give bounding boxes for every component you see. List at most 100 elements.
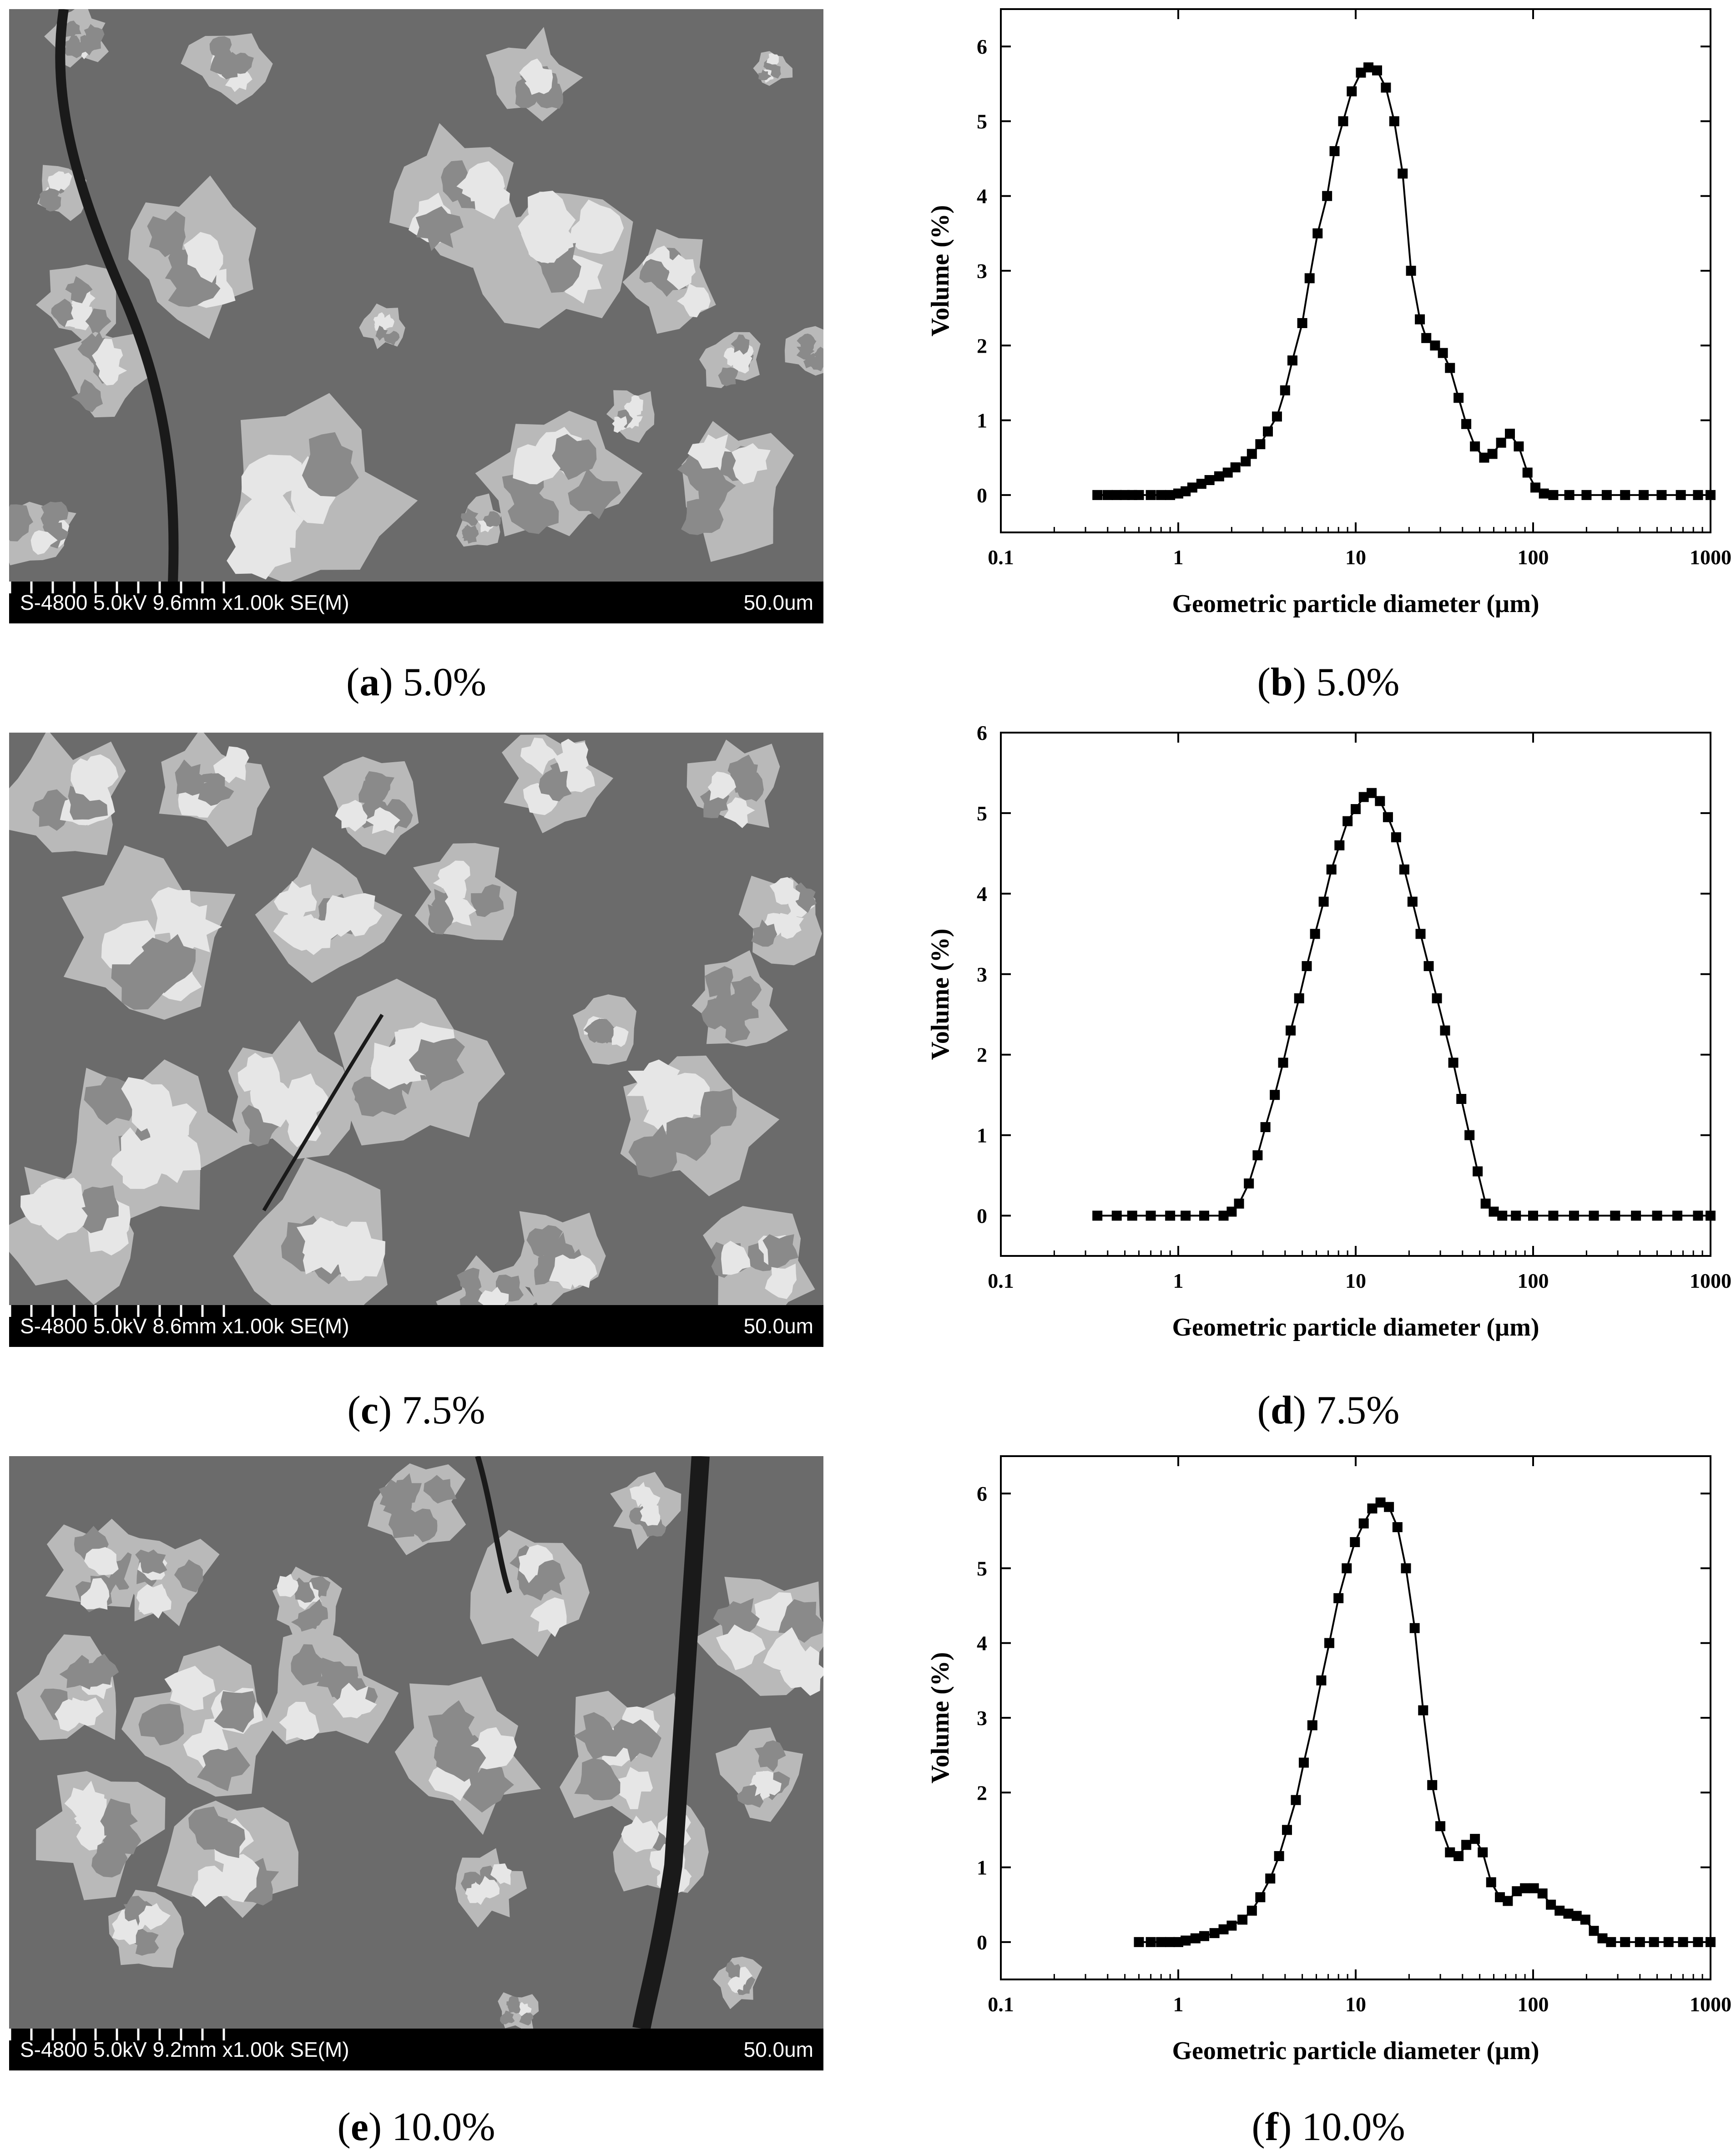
data-point [1334,840,1345,850]
data-point [1487,449,1498,459]
series-line [1097,66,1711,496]
data-point [1111,1210,1122,1221]
particle-texture [628,1124,677,1178]
data-point [1461,1840,1472,1850]
caption-value: 7.5% [402,1388,485,1432]
particle-texture [239,496,304,548]
x-tick-label: 100 [1518,546,1549,569]
particle-texture [279,1701,320,1741]
particle-texture [520,738,558,775]
data-point [1196,479,1206,489]
data-point [1252,1150,1263,1160]
particle-texture [461,508,479,526]
data-point [1470,441,1480,452]
data-point [1092,490,1103,500]
data-point [1693,490,1703,500]
y-tick-label: 1 [977,1856,987,1879]
particle-texture [415,206,464,251]
data-point [1358,792,1369,802]
particle-texture [707,771,737,801]
y-tick-label: 2 [977,1781,987,1804]
particle-texture [664,1116,717,1161]
particle-texture [423,1475,457,1504]
particle-texture [530,1559,565,1595]
particle-texture [138,1588,172,1619]
data-point [1291,1795,1301,1805]
sem-info-text: S-4800 5.0kV 8.6mm x1.00k SE(M) [20,1314,349,1338]
chart-b: 0.1 1 10 100 1000 0 1 2 3 4 5 6 Geometric particle d… [926,8,1731,633]
particle-texture [766,53,779,65]
data-point [1312,228,1323,238]
particle-texture [191,1866,231,1907]
particle-texture [508,491,559,534]
particle-texture [112,1917,138,1945]
data-point [1181,1935,1191,1946]
particle-texture [121,1077,174,1132]
data-point [1350,1537,1360,1547]
particle-texture [285,1073,328,1119]
data-point [1486,1877,1496,1888]
data-point [1146,1937,1156,1947]
data-point [1693,1210,1703,1221]
data-point [1548,1210,1559,1221]
data-point [1706,1937,1716,1947]
y-tick-label: 4 [977,1632,987,1655]
sem-scale-label: 50.0um [743,1314,813,1338]
series-line [1097,792,1711,1217]
data-point [1610,1210,1620,1221]
data-point [1430,340,1440,351]
data-point [1156,1937,1166,1947]
data-point [1226,1920,1237,1931]
data-point [1363,62,1374,73]
data-point [1102,490,1113,500]
x-tick-label: 100 [1518,1993,1549,2016]
data-point [1470,1834,1480,1844]
data-point [1427,1780,1438,1790]
particle-texture [721,1240,751,1275]
particle-texture [574,1758,621,1801]
data-point [1307,1720,1317,1731]
data-point [1165,490,1176,500]
data-point [1522,467,1533,478]
data-point [1569,1210,1579,1221]
particle-cluster [367,1463,466,1555]
particle-texture [164,1665,216,1711]
data-point [1478,1847,1488,1857]
data-point [1190,1933,1201,1943]
data-point [1214,471,1224,481]
data-point [1280,385,1290,395]
data-point [1181,1210,1191,1221]
y-tick-label: 0 [977,1205,987,1228]
y-tick-label: 5 [977,802,987,825]
x-tick-label: 0.1 [988,546,1014,569]
data-point [1438,348,1448,358]
particle-texture [41,1193,88,1240]
caption-value: 5.0% [403,660,486,704]
caption-value: 10.0% [1302,2105,1405,2149]
particle-texture [241,455,302,501]
sem-info-bar: S-4800 5.0kV 9.6mm x1.00k SE(M) 50.0um [9,582,823,623]
particle-texture [92,339,123,369]
particle-texture [335,800,368,832]
data-point [1127,1210,1137,1221]
particle-texture [198,773,234,806]
data-point [1294,993,1304,1003]
data-point [1652,1210,1662,1221]
data-point [1445,363,1455,373]
x-tick-label: 0.1 [988,1269,1014,1292]
particle-texture [490,1863,512,1885]
particle-texture [519,58,545,84]
y-tick-label: 1 [977,1124,987,1147]
particle-texture [621,1815,660,1852]
particle-texture [51,299,74,328]
caption-letter: f [1265,2105,1278,2149]
data-point [1274,1851,1284,1861]
particle-texture [138,1704,184,1746]
data-point [1302,961,1312,972]
particle-texture [483,511,501,527]
data-point [1278,1058,1288,1068]
particle-texture [666,254,696,290]
x-tick-label: 1 [1173,1993,1184,2016]
data-point [1530,482,1541,493]
data-point [1631,1210,1641,1221]
